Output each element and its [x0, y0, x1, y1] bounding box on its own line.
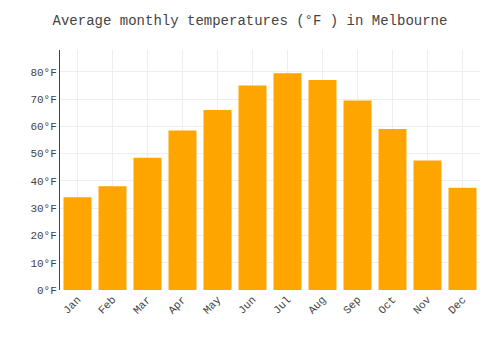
svg-text:20°F: 20°F [30, 230, 56, 242]
svg-text:40°F: 40°F [30, 176, 56, 188]
svg-text:Feb: Feb [96, 294, 118, 316]
svg-text:70°F: 70°F [30, 94, 56, 106]
svg-text:Oct: Oct [376, 294, 398, 316]
svg-text:80°F: 80°F [30, 67, 56, 79]
svg-text:Nov: Nov [411, 294, 434, 317]
svg-text:Apr: Apr [166, 294, 188, 316]
svg-text:50°F: 50°F [30, 148, 56, 160]
svg-text:Sep: Sep [341, 294, 363, 316]
svg-text:Dec: Dec [446, 294, 468, 316]
svg-text:60°F: 60°F [30, 121, 56, 133]
svg-text:Average monthly temperatures (: Average monthly temperatures (°F ) in Me… [53, 13, 448, 29]
svg-text:Mar: Mar [131, 294, 153, 316]
svg-text:May: May [201, 294, 224, 317]
svg-text:10°F: 10°F [30, 258, 56, 270]
svg-text:30°F: 30°F [30, 203, 56, 215]
svg-text:Jun: Jun [236, 294, 258, 316]
svg-text:0°F: 0°F [37, 285, 57, 297]
svg-text:Jan: Jan [61, 294, 83, 316]
svg-text:Aug: Aug [306, 294, 328, 316]
svg-text:Jul: Jul [271, 294, 293, 316]
